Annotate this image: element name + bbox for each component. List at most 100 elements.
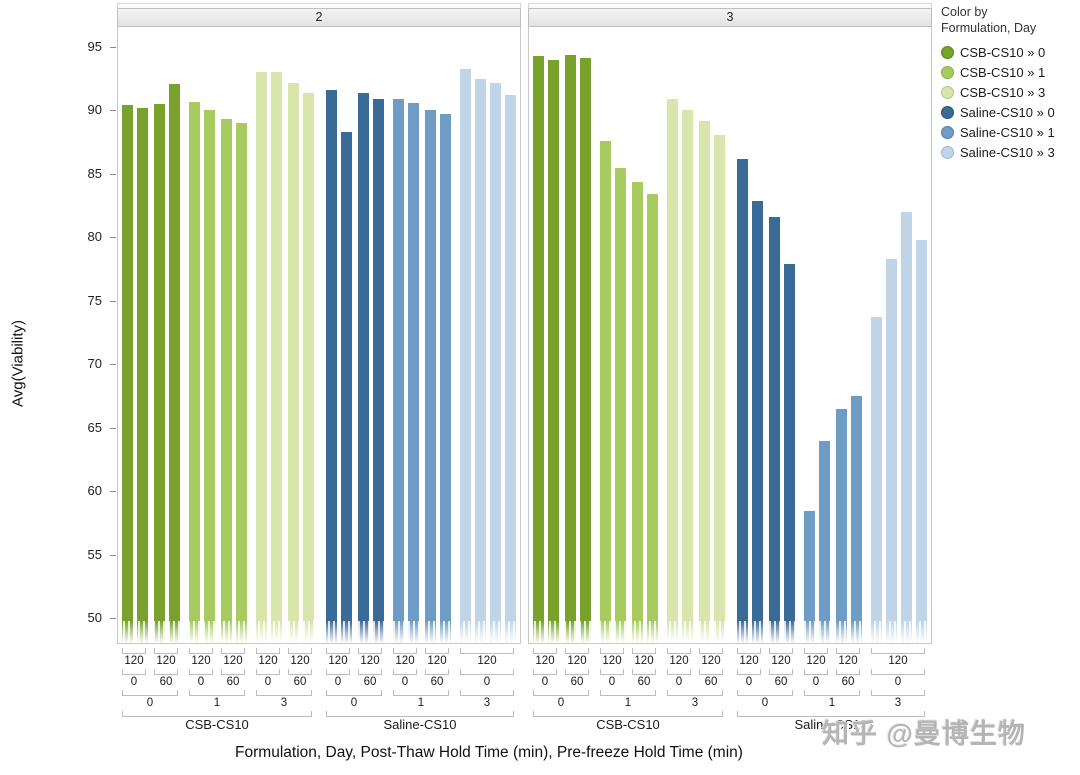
axis-bracket bbox=[699, 669, 723, 675]
x-tick-label: 120 bbox=[156, 655, 176, 667]
axis-bracket bbox=[533, 648, 557, 654]
leaf-group bbox=[288, 82, 314, 643]
x-tick-label-postthaw: 0 bbox=[599, 669, 625, 689]
x-tick-label-day: 1 bbox=[803, 690, 861, 710]
x-tick-label: 60 bbox=[363, 676, 377, 688]
x-tick-label: 120 bbox=[427, 655, 447, 667]
x-tick-label: 120 bbox=[771, 655, 791, 667]
panel-header: 3 bbox=[528, 8, 932, 27]
axis-bracket bbox=[600, 648, 624, 654]
bar bbox=[490, 82, 501, 643]
x-tick-label-prefreeze: 120 bbox=[564, 648, 590, 668]
bar bbox=[615, 167, 626, 643]
x-label-row: 0 1 3 0 1 3 bbox=[117, 690, 521, 710]
panel-header-strip bbox=[117, 3, 521, 8]
x-tick-label-day: 3 bbox=[459, 690, 515, 710]
x-tick-label: 0 bbox=[745, 676, 753, 688]
bar bbox=[600, 140, 611, 643]
legend: Color by Formulation, Day CSB-CS10 » 0 CS… bbox=[941, 4, 1079, 162]
x-tick-label-postthaw: 60 bbox=[424, 669, 450, 689]
x-tick-label: 120 bbox=[535, 655, 555, 667]
day-group bbox=[122, 83, 180, 643]
bar bbox=[425, 110, 436, 643]
axis-bracket bbox=[737, 669, 761, 675]
panel-label: 3 bbox=[726, 10, 734, 24]
bars-container bbox=[118, 68, 520, 643]
leaf-group bbox=[871, 212, 927, 643]
day-group bbox=[326, 90, 384, 643]
leaf-group bbox=[460, 68, 516, 643]
x-label-row: 0 60 0 60 0 60 0 60 0 60 0 bbox=[117, 669, 521, 689]
x-label-row: 0 1 3 0 1 3 bbox=[528, 690, 932, 710]
axis-bracket bbox=[425, 669, 449, 675]
x-tick-label-postthaw: 0 bbox=[870, 669, 926, 689]
x-tick-label: 0 bbox=[401, 676, 409, 688]
x-tick-label-day: 0 bbox=[736, 690, 794, 710]
formulation-group bbox=[533, 54, 725, 643]
x-tick-label: 120 bbox=[290, 655, 310, 667]
x-axis-title: Formulation, Day, Post-Thaw Hold Time (m… bbox=[235, 744, 743, 761]
bar bbox=[901, 212, 912, 643]
bar bbox=[440, 114, 451, 643]
legend-title-line1: Color by bbox=[941, 5, 988, 19]
x-tick-label-prefreeze: 120 bbox=[287, 648, 313, 668]
leaf-group bbox=[393, 99, 419, 643]
x-label-row: 120 120 120 120 120 120 120 120 120 120 120 bbox=[528, 648, 932, 668]
leaf-group bbox=[189, 101, 215, 643]
axis-bracket bbox=[804, 690, 860, 696]
x-tick-label-prefreeze: 120 bbox=[188, 648, 214, 668]
x-tick-label: 0 bbox=[541, 676, 549, 688]
leaf-group bbox=[425, 110, 451, 643]
x-tick-label-postthaw: 60 bbox=[357, 669, 383, 689]
bar bbox=[303, 92, 314, 643]
y-tick-label: 50 bbox=[87, 610, 102, 625]
x-tick-label: 1 bbox=[213, 697, 221, 709]
bar bbox=[886, 259, 897, 643]
bar bbox=[752, 200, 763, 643]
x-tick-label: 0 bbox=[557, 697, 565, 709]
day-group bbox=[871, 212, 927, 643]
x-tick-label: 0 bbox=[483, 676, 491, 688]
day-group bbox=[737, 158, 795, 643]
axis-bracket bbox=[460, 669, 514, 675]
axis-bracket bbox=[122, 711, 312, 717]
x-tick-label: 120 bbox=[838, 655, 858, 667]
y-tick-label: 55 bbox=[87, 546, 102, 562]
bar bbox=[341, 132, 352, 643]
leaf-group bbox=[836, 396, 862, 643]
x-tick-label-prefreeze: 120 bbox=[666, 648, 692, 668]
x-tick-label: 0 bbox=[130, 676, 138, 688]
y-axis-title: Avg(Viability) bbox=[9, 320, 27, 407]
day-group bbox=[189, 101, 247, 643]
axis-bracket bbox=[737, 648, 761, 654]
x-tick-label: 60 bbox=[226, 676, 240, 688]
x-tick-label: 60 bbox=[774, 676, 788, 688]
y-tick-mark bbox=[110, 46, 116, 48]
x-tick-label-formulation: Saline-CS10 bbox=[736, 711, 926, 731]
x-tick-label: 60 bbox=[570, 676, 584, 688]
bar bbox=[699, 120, 710, 643]
x-tick-label-day: 0 bbox=[532, 690, 590, 710]
x-tick-label-prefreeze: 120 bbox=[357, 648, 383, 668]
bar bbox=[737, 158, 748, 643]
y-tick-label: 80 bbox=[87, 229, 102, 244]
x-tick-label-prefreeze: 120 bbox=[736, 648, 762, 668]
bar bbox=[358, 92, 369, 643]
leaf-group bbox=[122, 105, 148, 643]
bar bbox=[667, 99, 678, 643]
bar bbox=[169, 83, 180, 643]
x-tick-label-prefreeze: 120 bbox=[532, 648, 558, 668]
day-group bbox=[460, 68, 516, 643]
x-tick-label-prefreeze: 120 bbox=[392, 648, 418, 668]
axis-bracket bbox=[667, 690, 723, 696]
x-tick-label-day: 0 bbox=[121, 690, 179, 710]
bar bbox=[189, 101, 200, 643]
x-tick-label: 120 bbox=[567, 655, 587, 667]
bar bbox=[271, 72, 282, 643]
x-tick-label: 1 bbox=[624, 697, 632, 709]
y-tick-mark bbox=[110, 427, 116, 429]
axis-bracket bbox=[804, 648, 828, 654]
x-tick-label-postthaw: 0 bbox=[532, 669, 558, 689]
x-tick-label-postthaw: 0 bbox=[803, 669, 829, 689]
axis-bracket bbox=[221, 669, 245, 675]
